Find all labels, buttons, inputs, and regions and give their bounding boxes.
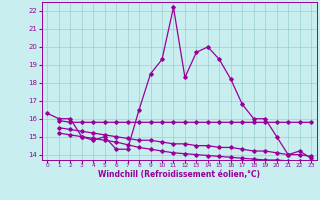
X-axis label: Windchill (Refroidissement éolien,°C): Windchill (Refroidissement éolien,°C) [98, 170, 260, 179]
